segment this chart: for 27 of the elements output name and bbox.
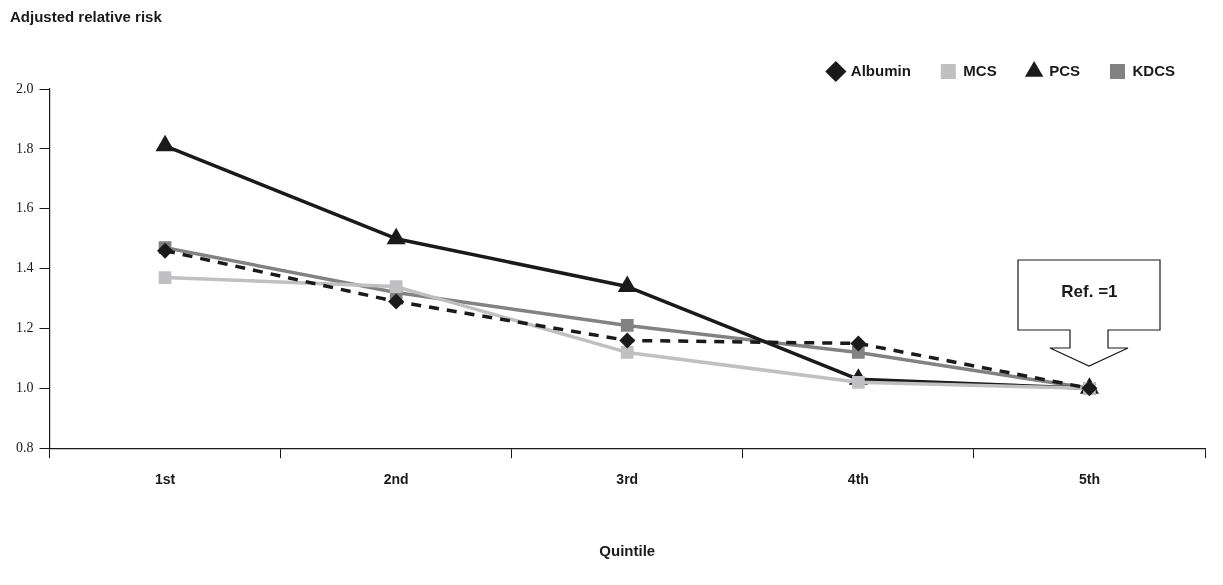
annotation: Ref. =1: [1060, 281, 1119, 302]
x-tick-label: 1st: [154, 471, 176, 488]
point: [619, 332, 636, 349]
legend-label: MCS: [963, 61, 997, 79]
x-tick-label: 5th: [1078, 471, 1100, 488]
x-tick-label: 4th: [847, 471, 869, 488]
legend-label: KDCS: [1132, 61, 1176, 79]
point: [850, 335, 867, 352]
y-tick-label: 1.0: [16, 380, 34, 396]
point: [389, 280, 403, 293]
point: [388, 293, 405, 310]
legend-label: Albumin: [850, 61, 911, 79]
x-tick-label: 2nd: [383, 471, 409, 488]
y-tick-label: 2.0: [16, 80, 34, 96]
x-axis-title: Quintile: [599, 542, 656, 560]
y-axis-title: Adjusted relative risk: [10, 8, 162, 25]
point: [620, 346, 634, 359]
y-tick-label: 1.6: [16, 200, 34, 216]
y-tick-label: 1.2: [16, 320, 34, 336]
y-tick-label: 1.8: [16, 140, 34, 156]
point: [158, 271, 172, 284]
y-tick-label: 1.4: [16, 260, 34, 276]
point: [157, 242, 174, 259]
x-tick-label: 3rd: [616, 471, 639, 488]
legend-label: PCS: [1049, 61, 1080, 79]
y-tick-label: 0.8: [16, 439, 34, 455]
point: [620, 319, 634, 332]
